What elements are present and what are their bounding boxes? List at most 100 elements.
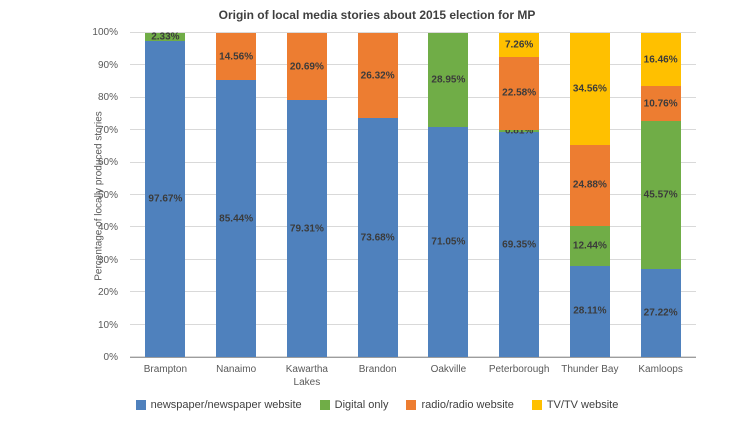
bar-segment: 22.58% bbox=[499, 56, 540, 130]
bar: 97.67% 2.33% bbox=[145, 31, 186, 357]
y-tick-label: 30% bbox=[97, 254, 118, 266]
plot-area: 97.67% 2.33% 85.44% 14.56% 79.31% 20.69% 73.68… bbox=[130, 31, 696, 358]
gridline bbox=[130, 161, 696, 163]
y-tick-label: 10% bbox=[97, 319, 118, 331]
legend-label: TV/TV website bbox=[546, 399, 619, 411]
segment-label: 0.81% bbox=[504, 125, 534, 137]
bar-column: 79.31% 20.69% bbox=[272, 33, 343, 357]
y-tick-label: 0% bbox=[103, 352, 118, 363]
x-axis-label: Thunder Bay bbox=[561, 364, 619, 375]
gridline bbox=[130, 64, 696, 66]
legend-marker bbox=[531, 400, 542, 410]
y-axis-ticks: 0% 10% 20% 30% 40% 50% 60% 70% 80% 90% 100% bbox=[0, 28, 124, 363]
gridline bbox=[130, 323, 696, 325]
y-tick-label: 50% bbox=[97, 189, 118, 201]
segment-label: 2.33% bbox=[151, 31, 180, 43]
segment-label: 85.44% bbox=[219, 213, 254, 225]
bar-column: 71.05% 28.95% bbox=[413, 33, 484, 357]
gridline bbox=[130, 291, 696, 293]
bar-segment: 69.35% bbox=[499, 132, 540, 357]
gridline bbox=[130, 129, 696, 131]
y-tick-label: 80% bbox=[97, 92, 118, 103]
bar: 85.44% 14.56% bbox=[216, 33, 257, 357]
segment-label: 16.46% bbox=[643, 54, 678, 66]
bar-segment: 71.05% bbox=[428, 126, 469, 357]
gridline bbox=[130, 96, 696, 98]
legend-marker bbox=[319, 400, 330, 410]
bar-segment: 28.11% bbox=[569, 265, 610, 357]
bar-segment: 27.22% bbox=[640, 268, 681, 357]
bar-segment: 16.46% bbox=[640, 32, 681, 87]
x-axis-label: Kamloops bbox=[638, 364, 683, 375]
bar-segment: 12.44% bbox=[569, 225, 610, 266]
segment-label: 79.31% bbox=[289, 223, 324, 235]
gridline bbox=[130, 194, 696, 195]
bar-segment: 28.95% bbox=[428, 33, 469, 127]
segment-label: 24.88% bbox=[572, 179, 607, 191]
segment-label: 14.56% bbox=[219, 51, 254, 63]
bar: 28.11% 12.44% 24.88% 34.56% bbox=[569, 33, 610, 357]
segment-label: 28.95% bbox=[431, 74, 466, 86]
bar: 69.35% 0.81% 22.58% 7.26% bbox=[499, 33, 540, 357]
bar-segment: 79.31% bbox=[286, 100, 327, 357]
y-tick-label: 40% bbox=[97, 222, 118, 233]
legend-label: radio/radio website bbox=[421, 399, 514, 411]
x-axis-label: Kawartha Lakes bbox=[285, 364, 328, 388]
legend-item: TV/TV website bbox=[531, 399, 619, 411]
x-axis-label: Nanaimo bbox=[216, 364, 257, 375]
bar-segment: 97.67% bbox=[145, 40, 186, 357]
bar: 79.31% 20.69% bbox=[286, 33, 327, 357]
x-axis-labels: Brampton Nanaimo Kawartha Lakes Brandon Oakv… bbox=[130, 364, 696, 389]
segment-label: 28.11% bbox=[573, 305, 607, 317]
legend-marker bbox=[135, 400, 146, 410]
bar-segment: 10.76% bbox=[640, 86, 681, 122]
y-tick-label: 60% bbox=[97, 157, 118, 168]
gridline bbox=[130, 258, 696, 260]
y-tick-label: 70% bbox=[97, 124, 118, 136]
bars: 97.67% 2.33% 85.44% 14.56% 79.31% 20.69% 73.68… bbox=[130, 31, 696, 357]
bar: 73.68% 26.32% bbox=[357, 33, 398, 357]
legend-item: radio/radio website bbox=[406, 399, 514, 411]
y-tick-label: 100% bbox=[92, 27, 118, 38]
segment-label: 10.76% bbox=[643, 98, 678, 110]
segment-label: 22.58% bbox=[502, 87, 537, 99]
bar-segment: 45.57% bbox=[640, 121, 681, 269]
legend-label: newspaper/newspaper website bbox=[150, 399, 302, 411]
x-axis-label: Oakville bbox=[430, 364, 467, 375]
bar: 27.22% 45.57% 10.76% 16.46% bbox=[640, 32, 681, 357]
bar: 71.05% 28.95% bbox=[428, 33, 469, 357]
gridline bbox=[130, 32, 696, 33]
x-axis-label: Peterborough bbox=[488, 364, 550, 375]
segment-label: 69.35% bbox=[502, 239, 537, 251]
bar-column: 27.22% 45.57% 10.76% 16.46% bbox=[625, 32, 696, 357]
bar-segment: 2.33% bbox=[145, 31, 186, 43]
bar-segment: 85.44% bbox=[216, 80, 257, 357]
bar-segment: 20.69% bbox=[286, 33, 327, 101]
legend: newspaper/newspaper website Digital only r… bbox=[0, 399, 754, 411]
bar-segment: 73.68% bbox=[357, 118, 398, 357]
legend-item: newspaper/newspaper website bbox=[135, 399, 302, 411]
segment-label: 7.26% bbox=[504, 39, 534, 51]
legend-marker bbox=[406, 400, 417, 410]
segment-label: 12.44% bbox=[572, 240, 607, 252]
chart-title: Origin of local media stories about 2015… bbox=[218, 8, 536, 22]
bar-segment: 7.26% bbox=[499, 33, 540, 57]
x-axis-label: Brandon bbox=[358, 364, 397, 375]
bar-segment: 0.81% bbox=[499, 126, 540, 137]
legend-label: Digital only bbox=[334, 399, 389, 411]
bar-column: 97.67% 2.33% bbox=[130, 31, 201, 357]
gridline bbox=[130, 226, 696, 228]
segment-label: 97.67% bbox=[148, 193, 183, 205]
bar-column: 69.35% 0.81% 22.58% 7.26% bbox=[484, 33, 555, 357]
segment-label: 73.68% bbox=[360, 232, 395, 244]
segment-label: 20.69% bbox=[289, 61, 324, 73]
legend-item: Digital only bbox=[319, 399, 389, 411]
bar-segment: 26.32% bbox=[357, 33, 398, 119]
segment-label: 45.57% bbox=[643, 189, 678, 201]
bar-segment: 24.88% bbox=[569, 145, 610, 226]
bar-segment: 34.56% bbox=[569, 33, 610, 146]
y-tick-label: 90% bbox=[97, 59, 118, 71]
bar-column: 73.68% 26.32% bbox=[342, 33, 413, 357]
segment-label: 34.56% bbox=[572, 83, 607, 95]
